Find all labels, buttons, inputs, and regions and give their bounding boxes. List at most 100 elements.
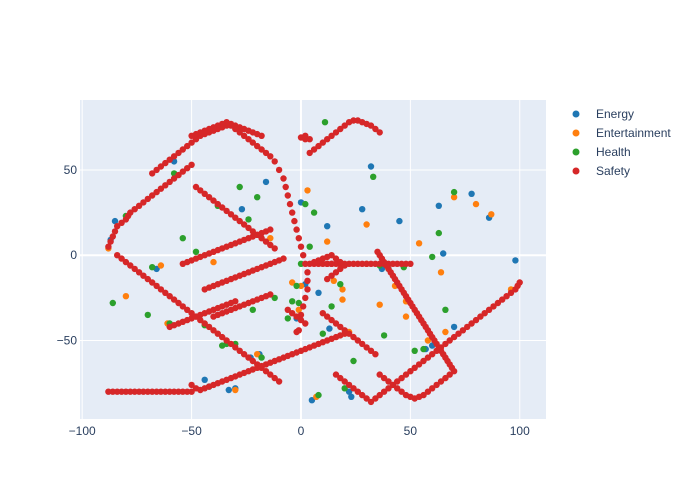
data-point [415, 240, 423, 247]
x-axis-ticks: −100 −50 0 50 100 [69, 424, 530, 438]
series-health [109, 119, 458, 399]
data-point [184, 388, 191, 395]
data-point [420, 391, 427, 399]
data-points [105, 117, 523, 406]
data-point [284, 306, 291, 313]
data-point [398, 374, 405, 382]
data-point [131, 388, 138, 395]
data-point [236, 347, 243, 354]
data-point [337, 323, 344, 331]
data-point [153, 188, 160, 196]
data-point [114, 252, 121, 259]
data-point [238, 206, 246, 213]
data-point [232, 386, 239, 394]
data-point [363, 221, 370, 228]
data-point [254, 351, 261, 358]
data-point [424, 354, 432, 361]
data-point [135, 269, 143, 276]
data-point [319, 139, 326, 146]
data-point [284, 315, 291, 322]
legend-item-health[interactable]: Health [572, 145, 631, 159]
data-point [503, 293, 510, 300]
data-point [332, 255, 340, 262]
data-point [372, 395, 379, 402]
data-point [420, 345, 427, 353]
data-point [236, 129, 243, 136]
data-point [446, 337, 453, 344]
data-point [442, 306, 449, 313]
data-point [394, 260, 401, 267]
data-point [188, 139, 195, 146]
legend-label: Energy [596, 107, 634, 121]
data-point [149, 170, 156, 177]
data-point [271, 294, 278, 302]
data-point [455, 330, 462, 337]
data-point [179, 235, 186, 242]
data-point [175, 171, 182, 179]
data-point [435, 202, 442, 209]
data-point [170, 296, 178, 303]
data-point [302, 260, 309, 267]
data-point [166, 388, 173, 395]
data-point [140, 272, 147, 279]
data-point [127, 262, 134, 269]
data-point [232, 298, 239, 305]
data-point [184, 306, 191, 313]
data-point [293, 282, 300, 290]
legend-item-entertainment[interactable]: Entertainment [572, 126, 672, 140]
data-point [300, 252, 307, 259]
data-point [374, 248, 381, 255]
data-point [131, 206, 138, 213]
data-point [429, 385, 436, 392]
data-point [175, 299, 182, 307]
data-point [153, 388, 160, 395]
data-point [324, 275, 331, 283]
data-point [350, 385, 357, 392]
data-point [380, 374, 388, 382]
data-point [295, 327, 302, 334]
data-point [359, 391, 366, 399]
data-point [324, 313, 331, 320]
legend[interactable]: Energy Entertainment Health Safety [572, 107, 672, 178]
data-point [227, 122, 235, 129]
legend-item-energy[interactable]: Energy [572, 107, 635, 121]
data-point [341, 262, 348, 269]
data-point [149, 279, 156, 286]
data-point [157, 185, 165, 192]
data-point [464, 323, 471, 331]
y-tick-label: 0 [70, 248, 77, 262]
data-point [236, 217, 243, 225]
data-point [175, 388, 182, 395]
data-point [223, 337, 230, 344]
data-point [135, 388, 143, 395]
data-point [376, 371, 383, 378]
data-point [127, 388, 134, 395]
data-point [170, 153, 178, 160]
data-point [433, 381, 440, 389]
data-point [157, 262, 165, 269]
legend-item-safety[interactable]: Safety [572, 164, 631, 178]
data-point [240, 132, 248, 139]
data-point [289, 279, 296, 286]
x-tick-label: −50 [181, 424, 202, 438]
data-point [249, 306, 256, 313]
data-point [188, 161, 195, 168]
data-point [162, 388, 169, 395]
data-point [367, 398, 375, 406]
data-point [332, 129, 340, 136]
data-point [302, 320, 309, 327]
data-point [249, 139, 256, 146]
data-point [332, 320, 340, 327]
data-point [304, 269, 311, 276]
data-point [232, 125, 239, 133]
data-point [254, 194, 261, 201]
data-point [376, 129, 383, 136]
data-point [437, 269, 445, 276]
data-point [109, 388, 117, 395]
data-point [271, 374, 278, 382]
data-point [472, 200, 480, 208]
data-point [326, 325, 333, 332]
data-point [201, 376, 208, 383]
data-point [166, 293, 173, 300]
